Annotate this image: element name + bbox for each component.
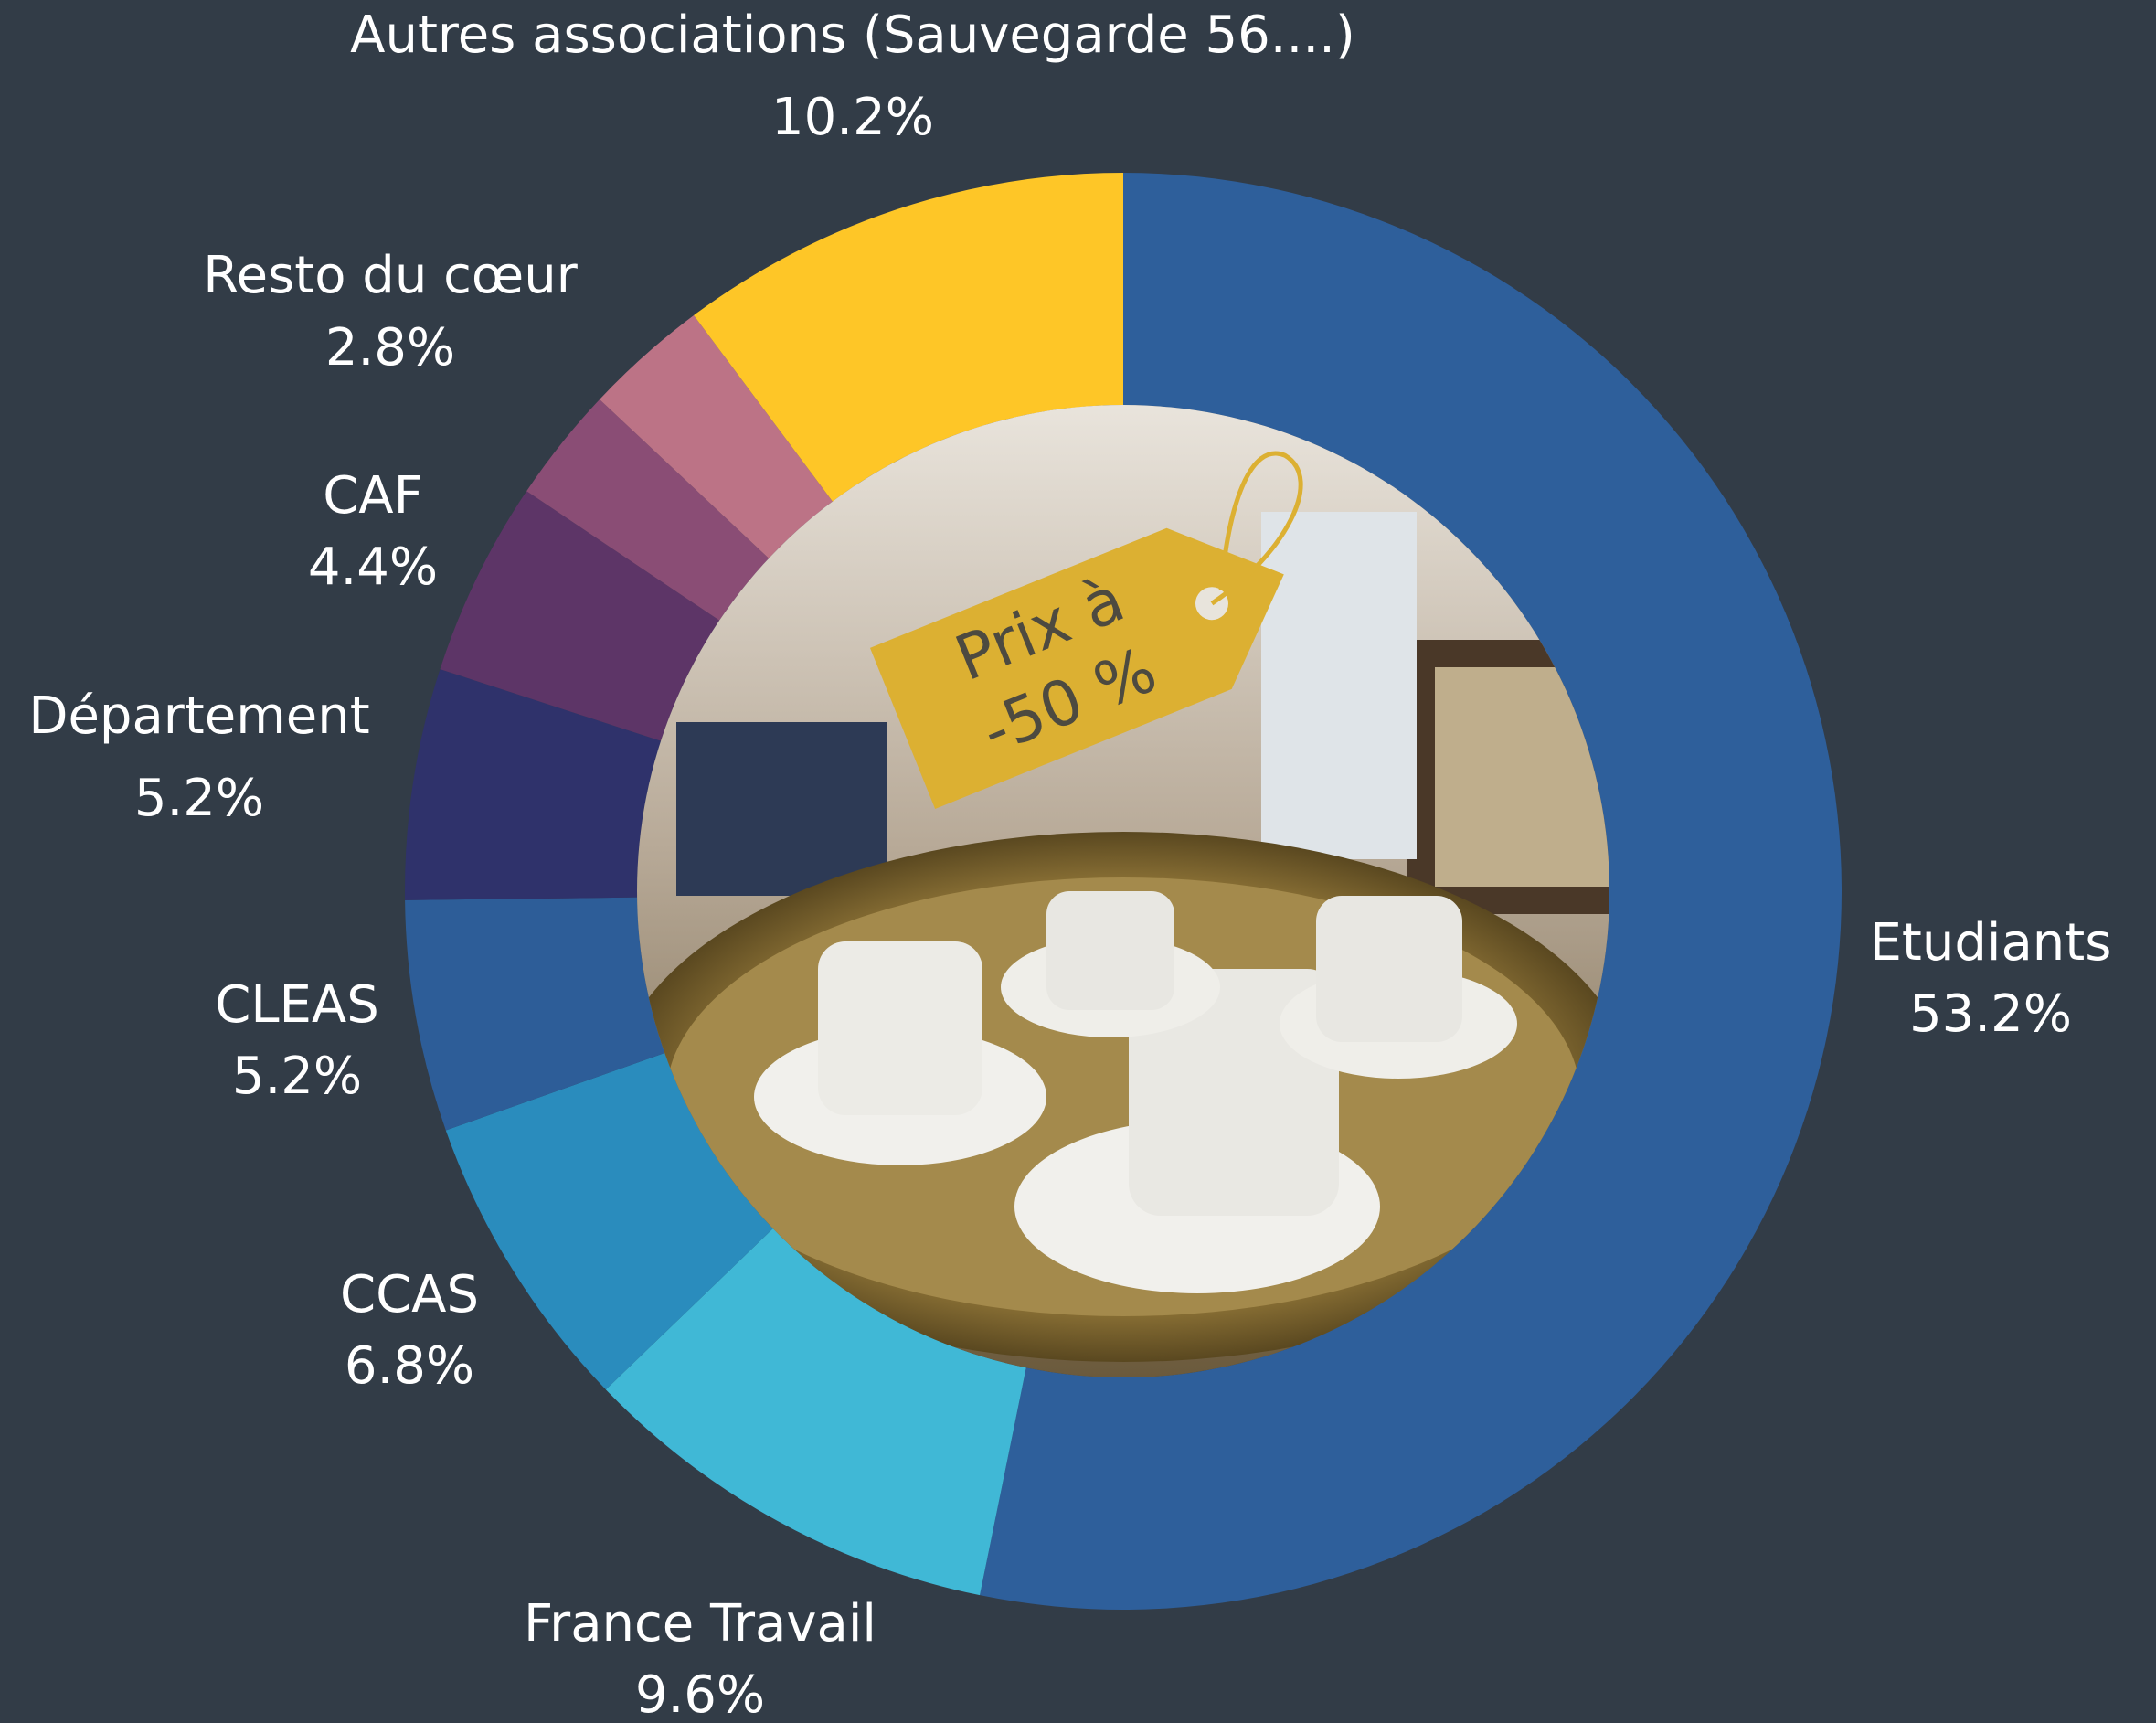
slice-value: 10.2%	[771, 88, 934, 147]
slice-value: 6.8%	[345, 1336, 474, 1396]
donut-slice	[526, 399, 770, 621]
donut-slice	[694, 173, 1123, 502]
slice-value: 9.6%	[635, 1665, 765, 1723]
slice-value: 4.4%	[308, 537, 438, 597]
donut-slice	[405, 897, 665, 1131]
slice-value: 2.8%	[325, 318, 455, 378]
slice-label: France Travail	[524, 1594, 876, 1654]
donut-slice	[980, 173, 1842, 1610]
donut-slice	[605, 1228, 1026, 1596]
donut-slice	[600, 314, 833, 558]
center-photo	[637, 405, 1609, 1377]
slice-label: CLEAS	[215, 975, 379, 1035]
slice-value: 5.2%	[232, 1047, 362, 1106]
slice-label: CAF	[323, 466, 423, 526]
donut-slice	[440, 491, 720, 741]
slice-label: Etudiants	[1870, 913, 2112, 973]
slice-label: Département	[28, 686, 369, 746]
donut-slice	[405, 669, 662, 900]
slice-label: Autres associations (Sauvegarde 56....)	[350, 5, 1355, 65]
slice-label: CCAS	[340, 1265, 479, 1324]
slice-value: 53.2%	[1909, 984, 2072, 1044]
donut-slice	[445, 1053, 773, 1390]
slice-label: Resto du cœur	[203, 246, 578, 305]
slice-value: 5.2%	[134, 769, 264, 828]
